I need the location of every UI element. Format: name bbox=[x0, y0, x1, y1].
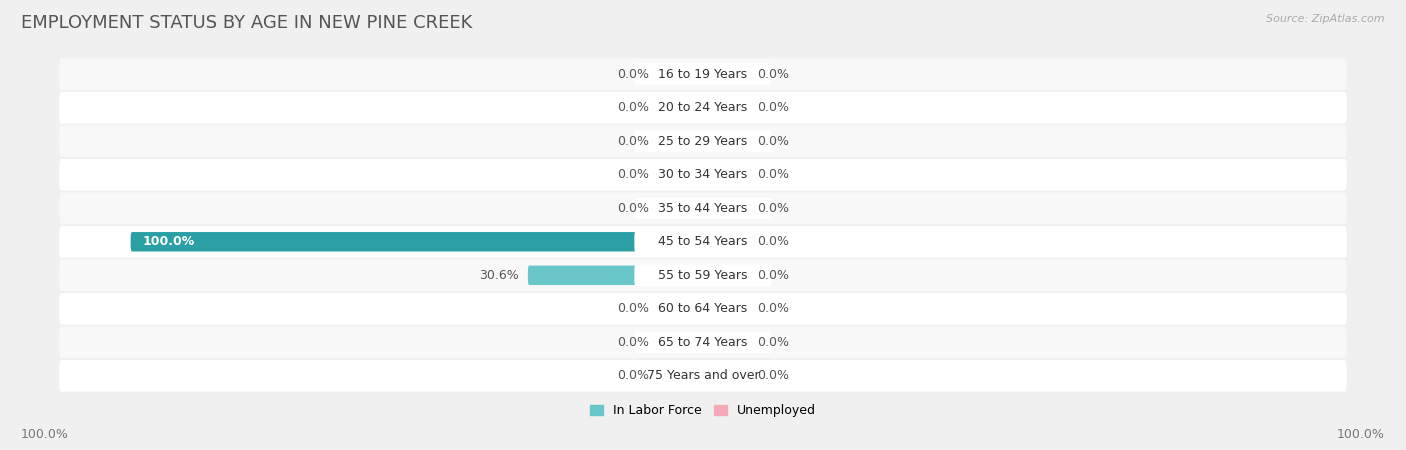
Text: 0.0%: 0.0% bbox=[617, 336, 648, 349]
Text: 20 to 24 Years: 20 to 24 Years bbox=[658, 101, 748, 114]
FancyBboxPatch shape bbox=[59, 226, 1347, 257]
FancyBboxPatch shape bbox=[657, 299, 703, 319]
Text: 0.0%: 0.0% bbox=[617, 101, 648, 114]
FancyBboxPatch shape bbox=[634, 164, 772, 185]
Text: EMPLOYMENT STATUS BY AGE IN NEW PINE CREEK: EMPLOYMENT STATUS BY AGE IN NEW PINE CRE… bbox=[21, 14, 472, 32]
FancyBboxPatch shape bbox=[59, 193, 1347, 224]
Text: 0.0%: 0.0% bbox=[617, 168, 648, 181]
FancyBboxPatch shape bbox=[703, 198, 749, 218]
FancyBboxPatch shape bbox=[59, 293, 1347, 324]
Text: 30.6%: 30.6% bbox=[479, 269, 519, 282]
FancyBboxPatch shape bbox=[703, 98, 749, 117]
FancyBboxPatch shape bbox=[657, 198, 703, 218]
FancyBboxPatch shape bbox=[59, 58, 1347, 90]
Text: 0.0%: 0.0% bbox=[758, 302, 789, 315]
FancyBboxPatch shape bbox=[703, 266, 749, 285]
Text: 0.0%: 0.0% bbox=[758, 269, 789, 282]
Text: 0.0%: 0.0% bbox=[758, 235, 789, 248]
FancyBboxPatch shape bbox=[703, 299, 749, 319]
FancyBboxPatch shape bbox=[657, 165, 703, 184]
Text: 0.0%: 0.0% bbox=[617, 369, 648, 382]
Text: 25 to 29 Years: 25 to 29 Years bbox=[658, 135, 748, 148]
FancyBboxPatch shape bbox=[703, 165, 749, 184]
FancyBboxPatch shape bbox=[634, 298, 772, 320]
FancyBboxPatch shape bbox=[634, 97, 772, 118]
Text: 35 to 44 Years: 35 to 44 Years bbox=[658, 202, 748, 215]
FancyBboxPatch shape bbox=[634, 265, 772, 286]
Text: 55 to 59 Years: 55 to 59 Years bbox=[658, 269, 748, 282]
Text: 65 to 74 Years: 65 to 74 Years bbox=[658, 336, 748, 349]
Text: 0.0%: 0.0% bbox=[617, 68, 648, 81]
FancyBboxPatch shape bbox=[527, 266, 703, 285]
FancyBboxPatch shape bbox=[703, 131, 749, 151]
FancyBboxPatch shape bbox=[59, 92, 1347, 123]
FancyBboxPatch shape bbox=[703, 366, 749, 386]
FancyBboxPatch shape bbox=[59, 126, 1347, 157]
Text: 0.0%: 0.0% bbox=[758, 369, 789, 382]
Text: 0.0%: 0.0% bbox=[758, 101, 789, 114]
Text: 45 to 54 Years: 45 to 54 Years bbox=[658, 235, 748, 248]
FancyBboxPatch shape bbox=[59, 360, 1347, 392]
Text: 100.0%: 100.0% bbox=[142, 235, 194, 248]
FancyBboxPatch shape bbox=[703, 64, 749, 84]
FancyBboxPatch shape bbox=[59, 260, 1347, 291]
FancyBboxPatch shape bbox=[657, 98, 703, 117]
Text: Source: ZipAtlas.com: Source: ZipAtlas.com bbox=[1267, 14, 1385, 23]
FancyBboxPatch shape bbox=[634, 63, 772, 85]
Text: 75 Years and over: 75 Years and over bbox=[647, 369, 759, 382]
FancyBboxPatch shape bbox=[634, 332, 772, 353]
FancyBboxPatch shape bbox=[657, 64, 703, 84]
Text: 16 to 19 Years: 16 to 19 Years bbox=[658, 68, 748, 81]
Text: 30 to 34 Years: 30 to 34 Years bbox=[658, 168, 748, 181]
Text: 100.0%: 100.0% bbox=[1337, 428, 1385, 441]
Text: 0.0%: 0.0% bbox=[758, 168, 789, 181]
FancyBboxPatch shape bbox=[657, 333, 703, 352]
FancyBboxPatch shape bbox=[634, 231, 772, 252]
Text: 0.0%: 0.0% bbox=[758, 135, 789, 148]
FancyBboxPatch shape bbox=[634, 198, 772, 219]
Text: 100.0%: 100.0% bbox=[21, 428, 69, 441]
Text: 0.0%: 0.0% bbox=[617, 302, 648, 315]
Legend: In Labor Force, Unemployed: In Labor Force, Unemployed bbox=[591, 404, 815, 417]
FancyBboxPatch shape bbox=[634, 130, 772, 152]
Text: 0.0%: 0.0% bbox=[758, 68, 789, 81]
FancyBboxPatch shape bbox=[634, 365, 772, 387]
FancyBboxPatch shape bbox=[657, 366, 703, 386]
Text: 0.0%: 0.0% bbox=[617, 135, 648, 148]
FancyBboxPatch shape bbox=[657, 131, 703, 151]
FancyBboxPatch shape bbox=[131, 232, 703, 252]
FancyBboxPatch shape bbox=[59, 159, 1347, 190]
Text: 0.0%: 0.0% bbox=[617, 202, 648, 215]
Text: 0.0%: 0.0% bbox=[758, 202, 789, 215]
FancyBboxPatch shape bbox=[59, 327, 1347, 358]
Text: 60 to 64 Years: 60 to 64 Years bbox=[658, 302, 748, 315]
Text: 0.0%: 0.0% bbox=[758, 336, 789, 349]
FancyBboxPatch shape bbox=[703, 232, 749, 252]
FancyBboxPatch shape bbox=[703, 333, 749, 352]
